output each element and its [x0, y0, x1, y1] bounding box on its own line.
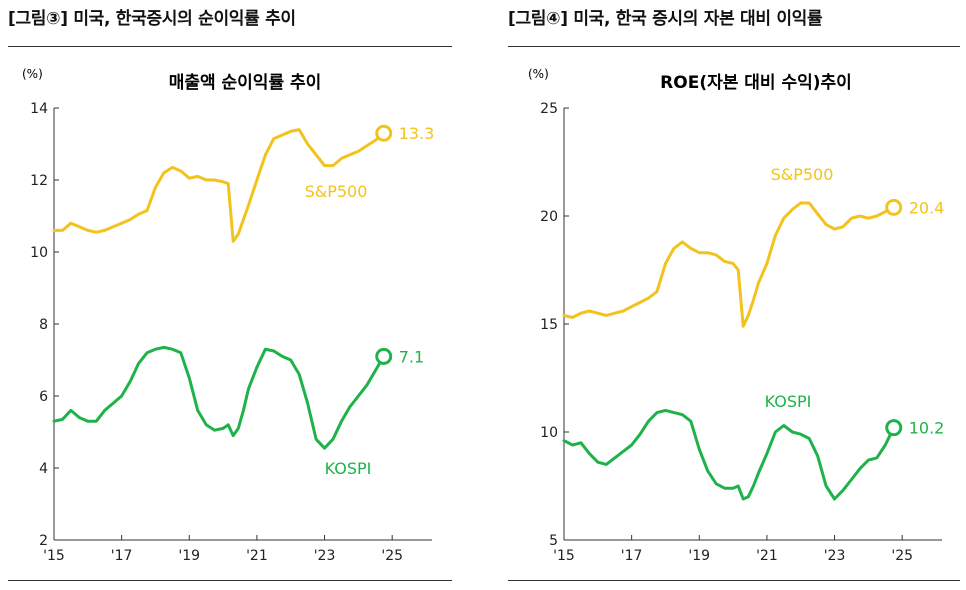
- y-tick-label: 25: [540, 101, 558, 117]
- y-tick-label: 12: [30, 173, 48, 189]
- chart-title: ROE(자본 대비 수익)추이: [660, 73, 852, 93]
- x-tick-label: '25: [381, 548, 403, 564]
- y-tick-label: 4: [39, 461, 48, 477]
- chart-title: 매출액 순이익률 추이: [169, 73, 322, 93]
- x-tick-label: '21: [756, 548, 778, 564]
- figure-title-left: [그림③] 미국, 한국증시의 순이익률 추이: [8, 9, 296, 29]
- x-tick-label: '17: [621, 548, 643, 564]
- y-tick-label: 14: [30, 101, 48, 117]
- x-tick-label: '25: [891, 548, 913, 564]
- kospi-end-marker: [885, 419, 903, 437]
- kospi-series-label: KOSPI: [325, 459, 372, 478]
- y-unit: (%): [528, 67, 549, 81]
- x-tick-label: '19: [178, 548, 200, 564]
- title-rule-left: [8, 46, 452, 47]
- y-tick-label: 6: [39, 389, 48, 405]
- kospi-series-label: KOSPI: [765, 392, 812, 411]
- kospi-line: [562, 408, 896, 501]
- figure-title-right: [그림④] 미국, 한국 증시의 자본 대비 이익률: [508, 9, 823, 29]
- y-tick-label: 8: [39, 317, 48, 333]
- kospi-end-value: 7.1: [399, 347, 424, 366]
- chart-right: ROE(자본 대비 수익)추이 (%) 5 10 15 20 25 '15 '17 '19 '2…: [528, 67, 945, 564]
- sp500-line: [562, 201, 896, 328]
- x-tick-label: '23: [824, 548, 846, 564]
- kospi-end-marker: [375, 347, 393, 365]
- sp500-series-label: S&P500: [771, 165, 834, 184]
- x-tick-label: '17: [111, 548, 133, 564]
- kospi-end-value: 10.2: [909, 419, 945, 438]
- y-tick-label: 10: [30, 245, 48, 261]
- sp500-line: [52, 128, 386, 243]
- chart-left: 매출액 순이익률 추이 (%) 2 4 6 8 10 12 14 '15 '17 '19 '21 '2…: [22, 67, 435, 564]
- y-tick-label: 20: [540, 209, 558, 225]
- y-tick-label: 2: [39, 533, 48, 549]
- y-unit: (%): [22, 67, 43, 81]
- sp500-end-marker: [375, 124, 393, 142]
- x-tick-label: '15: [553, 548, 575, 564]
- bottom-rule-left: [8, 580, 452, 581]
- left-figure: [그림③] 미국, 한국증시의 순이익률 추이 매출액 순이익률 추이 (%) …: [8, 0, 458, 590]
- y-tick-label: 10: [540, 425, 558, 441]
- x-tick-label: '15: [43, 548, 65, 564]
- title-rule-right: [508, 46, 960, 47]
- bottom-rule-right: [508, 580, 960, 581]
- x-tick-label: '19: [688, 548, 710, 564]
- y-tick-label: 5: [549, 533, 558, 549]
- right-figure: [그림④] 미국, 한국 증시의 자본 대비 이익률 ROE(자본 대비 수익)…: [508, 0, 960, 590]
- sp500-series-label: S&P500: [305, 182, 368, 201]
- x-tick-label: '21: [246, 548, 268, 564]
- sp500-end-value: 20.4: [909, 198, 945, 217]
- x-tick-label: '23: [314, 548, 336, 564]
- kospi-line: [52, 345, 386, 450]
- y-tick-label: 15: [540, 317, 558, 333]
- sp500-end-value: 13.3: [399, 124, 435, 143]
- sp500-end-marker: [885, 198, 903, 216]
